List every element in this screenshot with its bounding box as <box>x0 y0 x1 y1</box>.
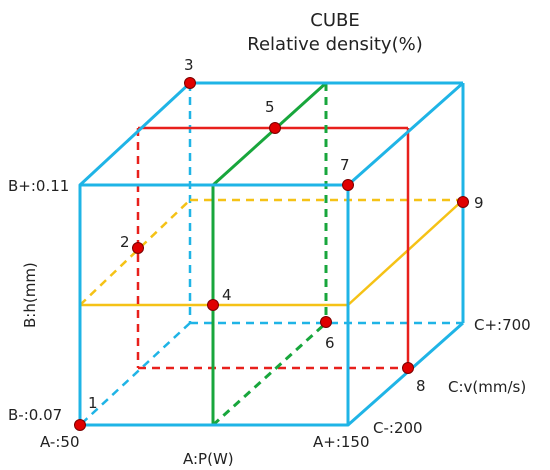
point-label-2: 2 <box>120 233 130 251</box>
point-2 <box>132 242 144 254</box>
cube-hidden-edges <box>79 83 463 426</box>
point-5 <box>269 122 281 134</box>
point-3 <box>184 77 196 89</box>
hidden-depth-edge <box>79 322 191 426</box>
design-points <box>74 77 469 431</box>
b-minus-label: B-:0.07 <box>8 406 62 424</box>
point-4 <box>207 299 219 311</box>
b-axis-label: B:h(mm) <box>21 262 39 328</box>
point-1 <box>74 419 86 431</box>
point-8 <box>402 362 414 374</box>
green-top-edge <box>211 81 328 187</box>
a-axis-label: A:P(W) <box>183 450 234 468</box>
point-label-3: 3 <box>184 56 194 74</box>
point-label-8: 8 <box>416 377 426 395</box>
point-label-6: 6 <box>325 334 335 352</box>
c-plus-label: C+:700 <box>474 316 531 334</box>
yellow-right-edge <box>347 199 464 306</box>
green-bottom-edge <box>211 321 328 427</box>
b-plus-label: B+:0.11 <box>8 177 69 195</box>
diagram-title: CUBE <box>310 10 359 31</box>
point-label-7: 7 <box>340 156 350 174</box>
point-7 <box>342 179 354 191</box>
point-9 <box>457 196 469 208</box>
cube-top-left-edge <box>78 81 192 187</box>
cube-top-right-edge <box>347 81 464 187</box>
c-minus-label: C-:200 <box>373 419 423 437</box>
a-minus-label: A-:50 <box>40 433 80 451</box>
point-6 <box>320 316 332 328</box>
c-axis-label: C:v(mm/s) <box>448 378 526 396</box>
green-plane <box>211 81 328 427</box>
point-label-9: 9 <box>474 194 484 212</box>
diagram-subtitle: Relative density(%) <box>247 34 422 55</box>
cube-front-face <box>78 183 350 427</box>
point-label-4: 4 <box>222 286 232 304</box>
point-label-1: 1 <box>88 394 98 412</box>
cube-bottom-right-edge <box>347 321 464 427</box>
point-label-5: 5 <box>265 98 275 116</box>
a-plus-label: A+:150 <box>313 433 370 451</box>
